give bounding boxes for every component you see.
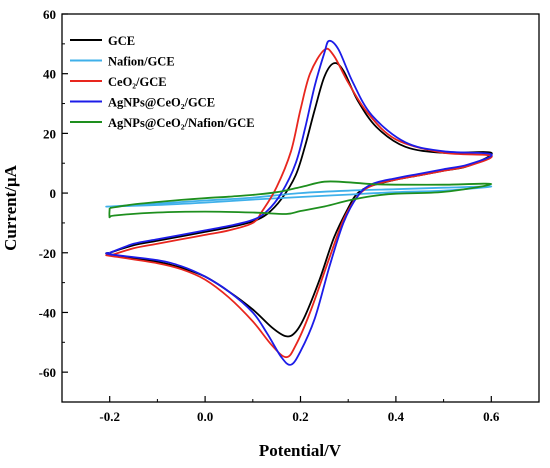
legend-label: GCE [108, 34, 135, 48]
y-tick-label: 60 [43, 7, 56, 22]
legend-label: Nafion/GCE [108, 55, 175, 69]
y-tick-label: 0 [50, 186, 57, 201]
series-line-nafion-gce [105, 185, 493, 208]
series-line-ceo2-gce [105, 47, 493, 359]
series-line-agnps-ceo2-gce [105, 39, 493, 366]
series-line-agnps-ceo2-nafion-gce [108, 180, 493, 219]
x-tick-label: 0.4 [388, 409, 405, 424]
x-tick-label: 0.2 [292, 409, 308, 424]
x-tick-label: 0.0 [197, 409, 213, 424]
series-layer [105, 39, 493, 366]
y-tick-label: 40 [43, 67, 56, 82]
y-tick-label: -40 [39, 305, 56, 320]
axis-ticks: -0.2 0.0 0.2 0.4 0.6 -60 -40 -20 0 20 40 60 [39, 7, 500, 424]
x-tick-label: 0.6 [483, 409, 500, 424]
legend: GCE Nafion/GCE CeO₂/GCE AgNPs@CeO₂/GCE AgNPs… [70, 34, 255, 130]
y-tick-label: -60 [39, 365, 56, 380]
legend-label: AgNPs@CeO₂/Nafion/GCE [108, 116, 255, 130]
legend-label: CeO₂/GCE [108, 75, 167, 89]
y-axis-label: Current/μA [1, 164, 20, 251]
x-tick-label: -0.2 [99, 409, 120, 424]
plot-frame [61, 13, 540, 403]
legend-label: AgNPs@CeO₂/GCE [108, 96, 215, 110]
x-axis-label: Potential/V [259, 441, 342, 460]
y-tick-label: -20 [39, 246, 56, 261]
y-tick-label: 20 [43, 126, 56, 141]
